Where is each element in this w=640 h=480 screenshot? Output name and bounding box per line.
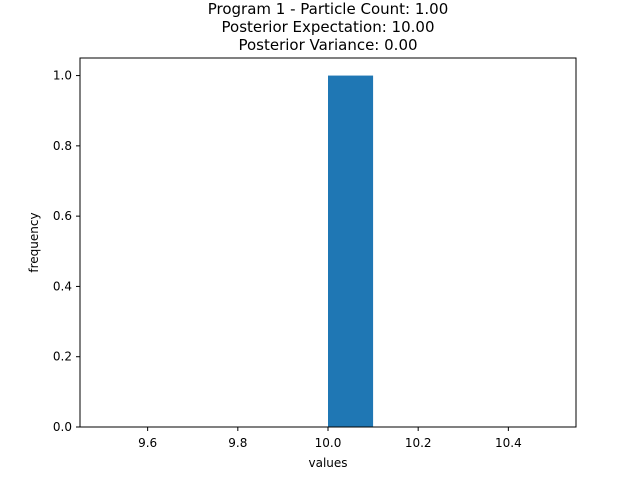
x-tick-label: 9.6 bbox=[138, 436, 157, 450]
y-axis-label: frequency bbox=[27, 212, 41, 272]
chart-title-line-1: Program 1 - Particle Count: 1.00 bbox=[208, 0, 449, 18]
chart-title: Program 1 - Particle Count: 1.00 Posteri… bbox=[208, 0, 449, 54]
y-tick-label: 0.8 bbox=[53, 139, 72, 153]
x-axis-label: values bbox=[308, 456, 347, 470]
y-tick-label: 0.4 bbox=[53, 279, 72, 293]
plot-area-frame bbox=[79, 57, 577, 428]
x-tick-label: 10.0 bbox=[315, 436, 342, 450]
histogram-bar-1 bbox=[328, 75, 374, 428]
y-tick-label: 0.0 bbox=[53, 420, 72, 434]
x-tick-label: 10.2 bbox=[405, 436, 432, 450]
x-tick-label: 10.4 bbox=[495, 436, 522, 450]
bars-group bbox=[328, 75, 374, 428]
ticks-group: 9.6 9.8 10.0 10.2 10.4 0.0 0.2 0.4 0.6 0.8 1.0 bbox=[53, 69, 522, 450]
y-tick-label: 0.6 bbox=[53, 209, 72, 223]
x-tick-label: 9.8 bbox=[228, 436, 247, 450]
y-tick-label: 0.2 bbox=[53, 350, 72, 364]
chart-title-line-3: Posterior Variance: 0.00 bbox=[238, 36, 417, 54]
chart-title-line-2: Posterior Expectation: 10.00 bbox=[222, 18, 435, 36]
y-tick-label: 1.0 bbox=[53, 69, 72, 83]
